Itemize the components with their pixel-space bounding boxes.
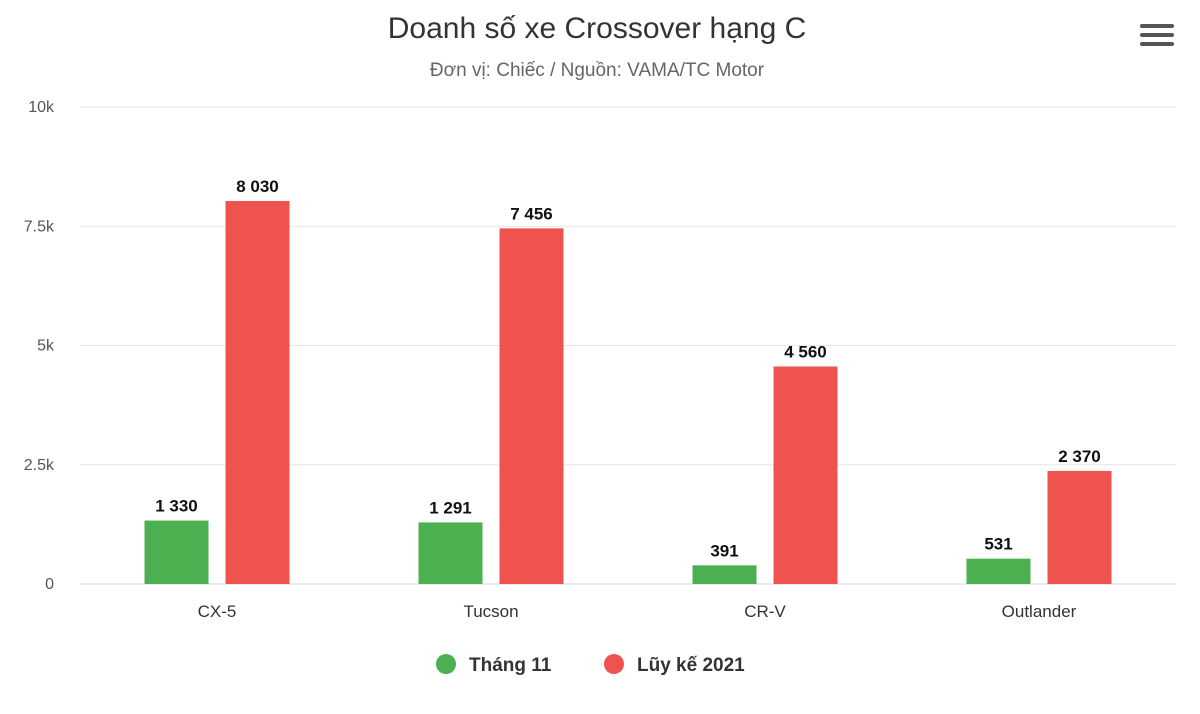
chart-subtitle: Đơn vị: Chiếc / Nguồn: VAMA/TC Motor bbox=[429, 60, 765, 81]
x-category-label: CR-V bbox=[744, 602, 786, 621]
legend-marker-icon bbox=[436, 654, 456, 674]
data-label: 8 030 bbox=[236, 177, 279, 196]
chart-title: Doanh số xe Crossover hạng C bbox=[387, 12, 807, 45]
data-label: 7 456 bbox=[510, 204, 553, 223]
legend-label: Tháng 11 bbox=[469, 655, 552, 676]
data-label: 531 bbox=[984, 535, 1012, 554]
y-tick-label: 2.5k bbox=[24, 457, 55, 474]
bar-cx-5-series-1[interactable] bbox=[225, 200, 290, 584]
data-label: 1 330 bbox=[155, 497, 198, 516]
x-category-label: CX-5 bbox=[198, 602, 237, 621]
legend-item-series-0[interactable]: Tháng 11 bbox=[436, 654, 552, 676]
x-category-label: Outlander bbox=[1002, 602, 1077, 621]
chart-menu-button[interactable] bbox=[1140, 24, 1174, 54]
data-label: 4 560 bbox=[784, 342, 827, 361]
bar-cx-5-series-0[interactable] bbox=[144, 520, 209, 584]
y-tick-label: 10k bbox=[28, 99, 55, 116]
bar-outlander-series-0[interactable] bbox=[966, 558, 1031, 584]
data-label: 391 bbox=[710, 541, 738, 560]
legend-item-series-1[interactable]: Lũy kế 2021 bbox=[604, 654, 745, 676]
bar-cr-v-series-1[interactable] bbox=[773, 366, 838, 584]
y-tick-label: 0 bbox=[45, 576, 54, 593]
x-category-label: Tucson bbox=[463, 602, 518, 621]
y-tick-label: 7.5k bbox=[24, 218, 55, 235]
legend-label: Lũy kế 2021 bbox=[637, 655, 745, 676]
bar-tucson-series-0[interactable] bbox=[418, 522, 483, 584]
hamburger-menu-icon bbox=[1140, 24, 1174, 28]
bar-outlander-series-1[interactable] bbox=[1047, 470, 1112, 584]
y-tick-label: 5k bbox=[37, 338, 55, 355]
data-label: 1 291 bbox=[429, 498, 472, 517]
bar-tucson-series-1[interactable] bbox=[499, 228, 564, 584]
data-label: 2 370 bbox=[1058, 447, 1101, 466]
legend-marker-icon bbox=[604, 654, 624, 674]
bar-cr-v-series-0[interactable] bbox=[692, 565, 757, 584]
